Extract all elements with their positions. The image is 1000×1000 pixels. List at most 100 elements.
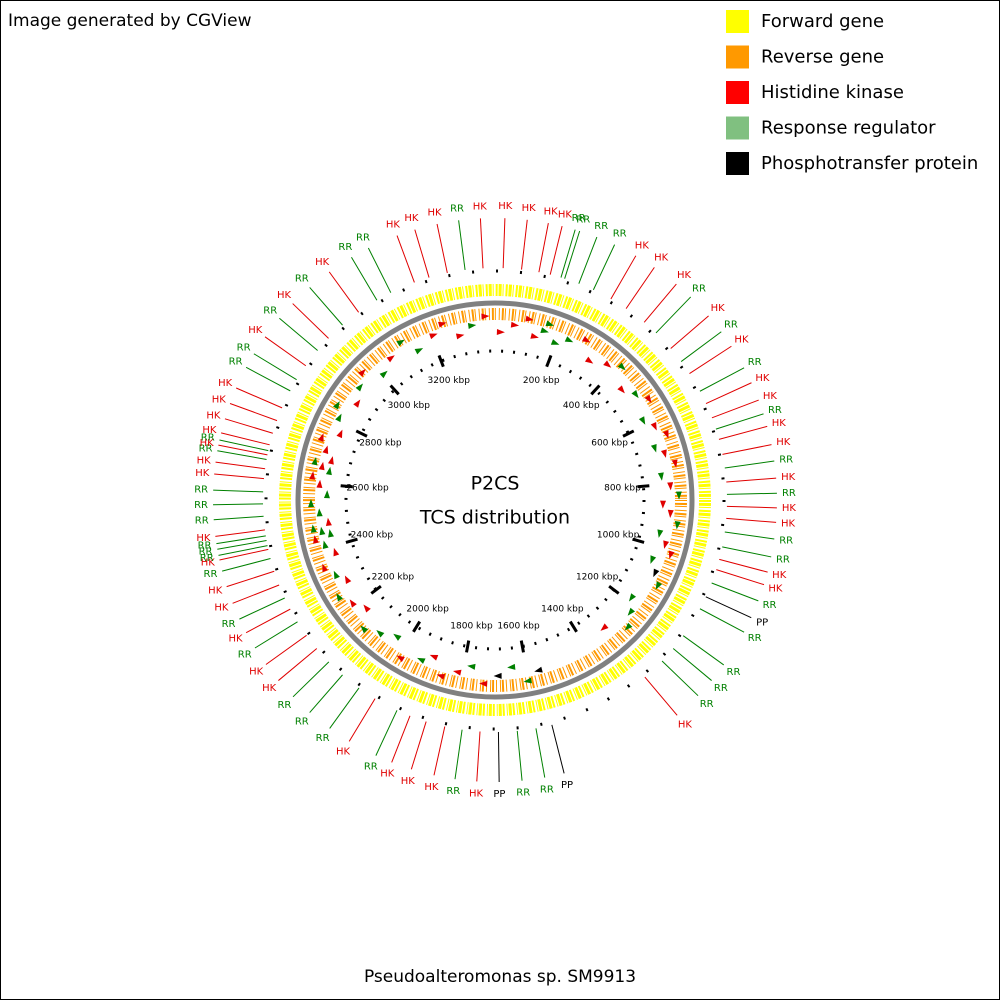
feature-marker <box>530 332 539 339</box>
feature-label: HK <box>782 503 797 514</box>
feature-connector <box>497 731 500 782</box>
feature-label: HK <box>196 533 211 544</box>
feature-label: RR <box>222 619 236 630</box>
tick-label: 2400 kbp <box>351 531 394 541</box>
feature-connector <box>213 503 264 506</box>
tick-mark <box>355 429 368 438</box>
feature-marker <box>379 370 388 379</box>
feature-connector <box>705 596 752 619</box>
feature-label: RR <box>237 343 251 354</box>
legend-label: Response regulator <box>761 118 936 139</box>
feature-connector <box>722 444 772 455</box>
feature-marker <box>309 471 316 480</box>
feature-connector <box>726 492 777 495</box>
feature-marker <box>657 472 664 481</box>
tick-label: 1600 kbp <box>497 621 540 631</box>
tick-label: 1400 kbp <box>541 604 584 614</box>
feature-marker <box>650 443 657 453</box>
feature-marker <box>671 459 678 468</box>
feature-label: RR <box>199 546 213 557</box>
feature-label: HK <box>424 782 439 793</box>
feature-connector <box>711 582 759 602</box>
feature-label: RR <box>194 485 208 496</box>
feature-label: HK <box>277 290 292 301</box>
feature-connector <box>221 558 271 572</box>
feature-label: RR <box>204 569 218 580</box>
feature-connector <box>367 247 392 293</box>
feature-marker <box>675 491 682 500</box>
feature-marker <box>318 461 325 471</box>
feature-label: HK <box>763 391 778 402</box>
feature-marker <box>467 323 477 329</box>
feature-label: RR <box>195 516 209 527</box>
legend-swatch <box>726 10 749 33</box>
feature-marker <box>414 348 424 355</box>
feature-label: HK <box>768 583 783 594</box>
feature-label: RR <box>516 788 530 799</box>
feature-label: RR <box>692 283 706 294</box>
feature-connector <box>680 331 722 362</box>
backbone <box>295 300 695 700</box>
feature-connector <box>220 432 270 446</box>
feature-label: HK <box>473 201 488 212</box>
feature-connector <box>213 515 264 521</box>
feature-marker <box>631 389 639 399</box>
feature-label: HK <box>428 207 443 218</box>
feature-marker <box>668 550 675 560</box>
feature-label: RR <box>576 215 590 226</box>
feature-connector <box>239 597 285 620</box>
feature-marker <box>355 383 364 392</box>
feature-marker <box>437 321 447 328</box>
feature-label: RR <box>198 540 212 551</box>
feature-connector <box>309 674 343 713</box>
tick-mark <box>622 429 635 438</box>
tick-mark <box>345 537 358 544</box>
feature-label: HK <box>206 410 221 421</box>
feature-label: RR <box>194 500 208 511</box>
feature-marker <box>638 416 646 425</box>
feature-marker <box>308 499 315 508</box>
feature-connector <box>719 558 768 573</box>
feature-connector <box>348 698 376 742</box>
tick-mark <box>519 640 525 653</box>
feature-connector <box>476 731 481 782</box>
legend-label: Forward gene <box>761 11 884 32</box>
feature-label: RR <box>613 229 627 240</box>
tick-mark <box>412 620 421 633</box>
feature-connector <box>705 382 752 405</box>
feature-connector <box>217 450 267 460</box>
feature-connector <box>214 473 265 480</box>
feature-marker <box>667 509 674 518</box>
feature-label: PP <box>493 789 505 800</box>
feature-marker <box>325 466 332 476</box>
feature-label: RR <box>450 203 464 214</box>
feature-connector <box>625 267 655 309</box>
tick-mark <box>389 384 400 396</box>
feature-connector <box>351 257 378 301</box>
feature-label: RR <box>748 357 762 368</box>
feature-connector <box>433 726 446 776</box>
tick-label: 2200 kbp <box>372 573 415 583</box>
feature-label: RR <box>277 700 291 711</box>
feature-marker <box>353 399 361 408</box>
feature-marker <box>317 433 324 442</box>
feature-connector <box>564 230 581 279</box>
feature-marker <box>436 674 446 680</box>
feature-connector <box>215 461 266 470</box>
tick-label: 200 kbp <box>523 376 560 386</box>
feature-connector <box>711 399 759 419</box>
feature-label: RR <box>364 761 378 772</box>
feature-connector <box>521 219 528 270</box>
feature-label: HK <box>214 603 229 614</box>
tick-label: 2600 kbp <box>346 484 389 494</box>
legend-label: Reverse gene <box>761 47 884 68</box>
feature-label: HK <box>781 518 796 529</box>
feature-connector <box>265 634 307 665</box>
feature-label: HK <box>755 373 770 384</box>
feature-label: HK <box>200 438 215 449</box>
feature-marker <box>627 607 636 616</box>
feature-connector <box>292 303 329 339</box>
feature-connector <box>643 283 677 323</box>
feature-label: RR <box>238 649 252 660</box>
